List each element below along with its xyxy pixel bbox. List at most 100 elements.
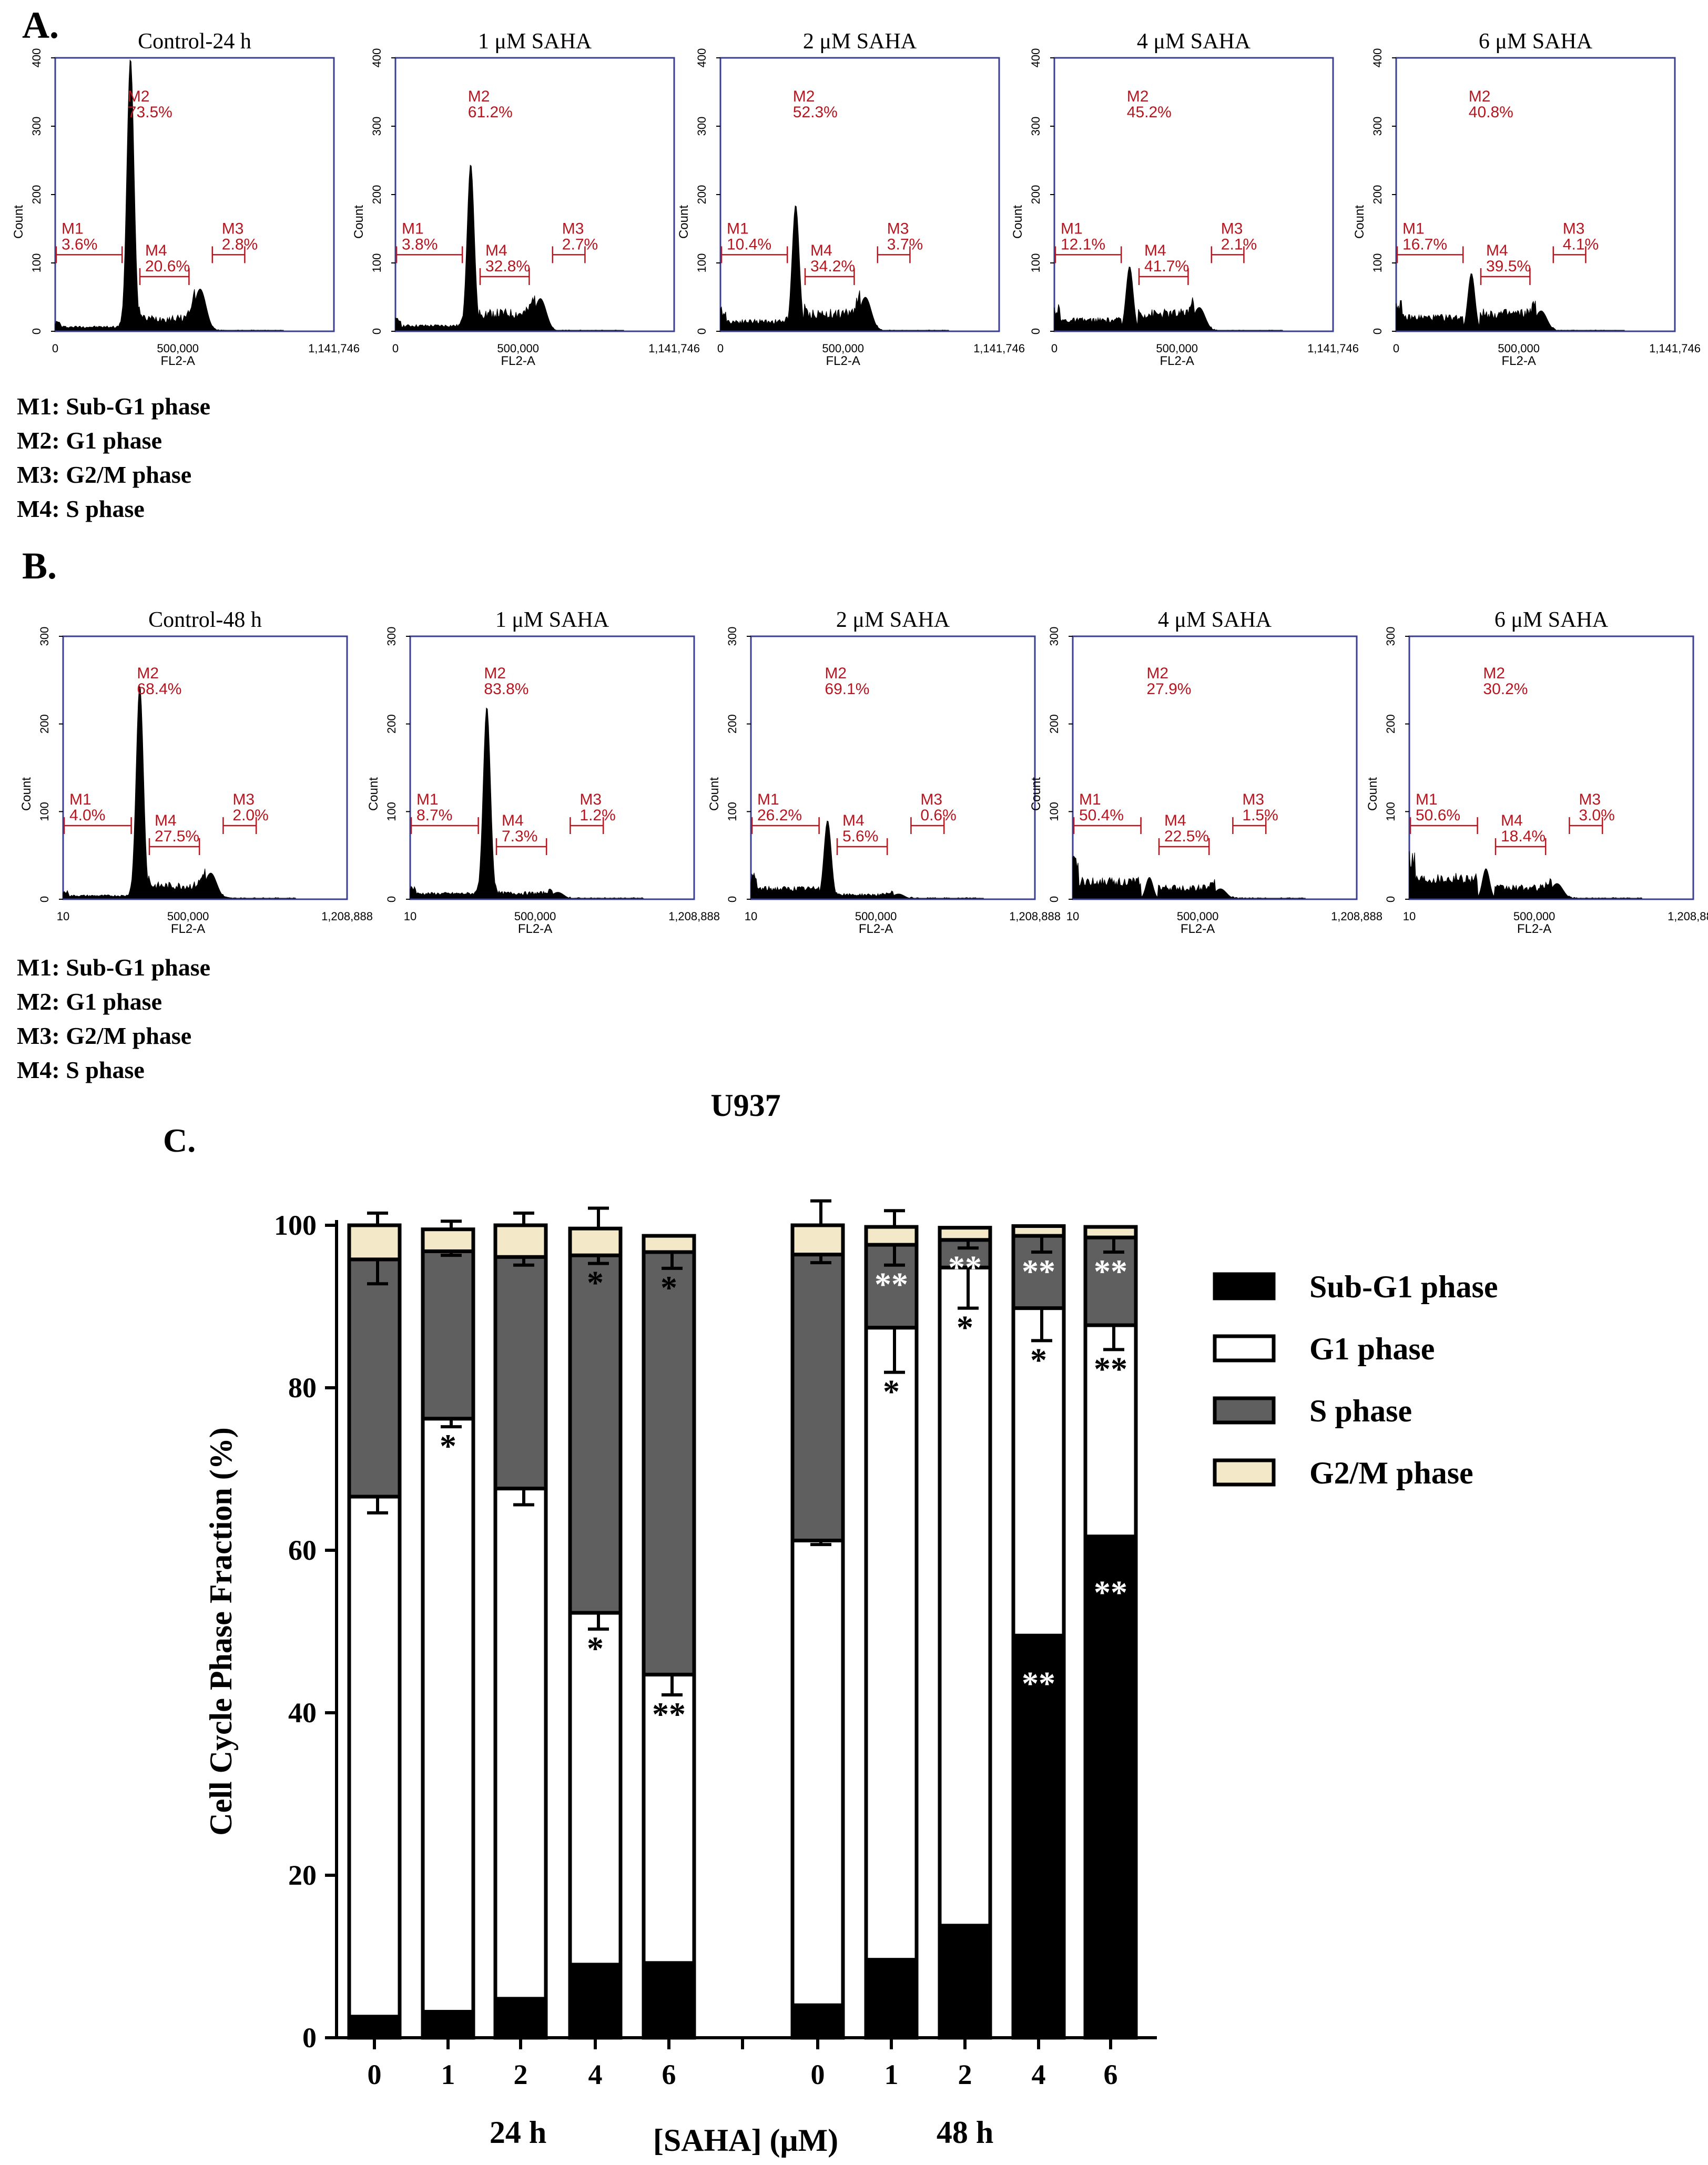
x-axis-label: [SAHA] (μM) xyxy=(653,2123,838,2158)
y-tick-label: 40 xyxy=(288,1697,317,1729)
histogram-3: 2 μM SAHA 0 100 200 300 400 Count 0 500,000 1,141… xyxy=(677,29,1025,368)
x-tick-label: 1,208,888 xyxy=(1009,910,1061,923)
histogram-title: 6 μM SAHA xyxy=(1479,29,1593,54)
bar-segment-sub-g1-phase xyxy=(1011,1633,1066,2040)
significance-marker: ** xyxy=(875,1266,908,1303)
y-tick-label: 0 xyxy=(385,896,398,902)
y-tick-label: 200 xyxy=(370,185,383,205)
x-tick-label: 2 xyxy=(958,2059,972,2090)
y-tick-label: 100 xyxy=(1384,802,1397,821)
gate-m2-percent: 68.4% xyxy=(137,680,181,698)
y-tick-label: 300 xyxy=(30,117,43,136)
legend-label: G2/M phase xyxy=(1309,1456,1473,1490)
gate-m1-name: M1 xyxy=(402,220,424,237)
x-tick-label: 0 xyxy=(717,342,724,355)
histogram-title: Control-48 h xyxy=(148,608,262,632)
histogram-distribution xyxy=(750,820,984,899)
gate-m2-name: M2 xyxy=(468,88,490,105)
y-axis-label: Count xyxy=(367,777,381,811)
gate-m4-name: M4 xyxy=(1144,242,1166,259)
gate-m3-percent: 1.5% xyxy=(1242,807,1278,824)
histogram-distribution xyxy=(55,59,284,331)
y-tick-label: 80 xyxy=(288,1372,317,1404)
gate-m4-percent: 27.5% xyxy=(155,828,199,845)
histogram-distribution xyxy=(1396,273,1625,331)
gate-m3-name: M3 xyxy=(562,220,584,237)
y-axis-label: Count xyxy=(707,777,721,811)
bar-segment-g1-phase xyxy=(938,1265,992,1928)
gate-m3-percent: 2.7% xyxy=(562,236,598,253)
gate-m3-percent: 2.0% xyxy=(232,807,268,824)
gate-m3-percent: 4.1% xyxy=(1563,236,1599,253)
bar-segment-sub-g1-phase xyxy=(347,2015,402,2040)
gate-m1-name: M1 xyxy=(757,791,779,808)
gate-m1-name: M1 xyxy=(62,220,84,237)
x-tick-label: 1,141,746 xyxy=(1649,342,1701,355)
gate-m4-name: M4 xyxy=(1501,812,1523,829)
histogram-title: 4 μM SAHA xyxy=(1137,29,1251,54)
histogram-2: 1 μM SAHA 0 100 200 300 Count 10 500,000 1,208,8… xyxy=(367,608,720,936)
y-tick-label: 300 xyxy=(726,627,739,646)
gate-m2-percent: 61.2% xyxy=(468,104,513,121)
y-tick-label: 300 xyxy=(1029,117,1042,136)
significance-marker: ** xyxy=(652,1695,686,1733)
gate-m2-percent: 40.8% xyxy=(1469,104,1513,121)
x-tick-label: 1,141,746 xyxy=(973,342,1025,355)
panel-a-letter: A. xyxy=(22,4,59,46)
histogram-distribution xyxy=(1054,266,1283,331)
gate-m2-percent: 30.2% xyxy=(1483,680,1528,698)
histogram-frame xyxy=(719,57,1000,332)
bar-segment-sub-g1-phase xyxy=(642,1961,696,2040)
histogram-title: 1 μM SAHA xyxy=(495,608,609,632)
bar-segment-s-phase xyxy=(642,1250,696,1676)
gate-m2-name: M2 xyxy=(128,88,150,105)
histogram-1: Control-48 h 0 100 200 300 Count 10 500,000 1,20… xyxy=(19,608,373,936)
y-tick-label: 20 xyxy=(288,1859,317,1891)
x-tick-label: 10 xyxy=(1066,910,1079,923)
x-tick-label: 10 xyxy=(57,910,69,923)
significance-marker: ** xyxy=(1094,1253,1127,1290)
y-tick-label: 0 xyxy=(1384,896,1397,902)
y-tick-label: 100 xyxy=(1048,802,1061,821)
gate-m3-name: M3 xyxy=(1221,220,1243,237)
x-axis-label: FL2-A xyxy=(859,922,893,936)
panel-b-legend-m3: M3: G2/M phase xyxy=(17,1022,191,1049)
gate-m4-name: M4 xyxy=(145,242,167,259)
bar-segment-s-phase xyxy=(347,1257,402,1499)
gate-m3-percent: 1.2% xyxy=(580,807,615,824)
gate-m1-name: M1 xyxy=(1402,220,1425,237)
gate-m2-percent: 83.8% xyxy=(484,680,528,698)
x-tick-label: 4 xyxy=(1032,2059,1046,2090)
gate-m4-name: M4 xyxy=(502,812,524,829)
gate-m1-percent: 50.4% xyxy=(1079,807,1124,824)
x-tick-label: 500,000 xyxy=(497,342,539,355)
gate-m3-name: M3 xyxy=(887,220,909,237)
legend-label: G1 phase xyxy=(1309,1331,1435,1366)
gate-m3-name: M3 xyxy=(232,791,255,808)
gate-m2-name: M2 xyxy=(137,665,159,682)
x-axis-label: FL2-A xyxy=(1502,354,1536,368)
y-tick-label: 0 xyxy=(1048,896,1061,902)
bar-segment-g2-m-phase xyxy=(642,1234,696,1254)
x-axis-label: FL2-A xyxy=(171,922,205,936)
gate-m3-name: M3 xyxy=(222,220,244,237)
gate-m1-name: M1 xyxy=(416,791,439,808)
x-tick-label: 0 xyxy=(811,2059,825,2090)
y-tick-label: 100 xyxy=(274,1209,317,1241)
gate-m2-name: M2 xyxy=(825,665,847,682)
panel-a-legend: M1: Sub-G1 phase M2: G1 phase M3: G2/M p… xyxy=(17,393,210,522)
bar-segment-s-phase xyxy=(790,1253,845,1542)
gate-m1-percent: 8.7% xyxy=(416,807,452,824)
x-tick-label: 500,000 xyxy=(855,910,897,923)
bar-segment-s-phase xyxy=(493,1255,548,1491)
histogram-3: 2 μM SAHA 0 100 200 300 Count 10 500,000 1,208,8… xyxy=(707,608,1061,936)
x-tick-label: 1 xyxy=(884,2059,899,2090)
gate-m4-percent: 41.7% xyxy=(1144,258,1189,275)
x-tick-label: 1 xyxy=(441,2059,455,2090)
histogram-title: 4 μM SAHA xyxy=(1158,608,1272,632)
y-tick-label: 100 xyxy=(385,802,398,821)
y-axis-label: Count xyxy=(1353,205,1367,239)
gate-m1-name: M1 xyxy=(1061,220,1083,237)
gate-m4-percent: 20.6% xyxy=(145,258,190,275)
group-label-24h: 24 h xyxy=(490,2115,546,2150)
